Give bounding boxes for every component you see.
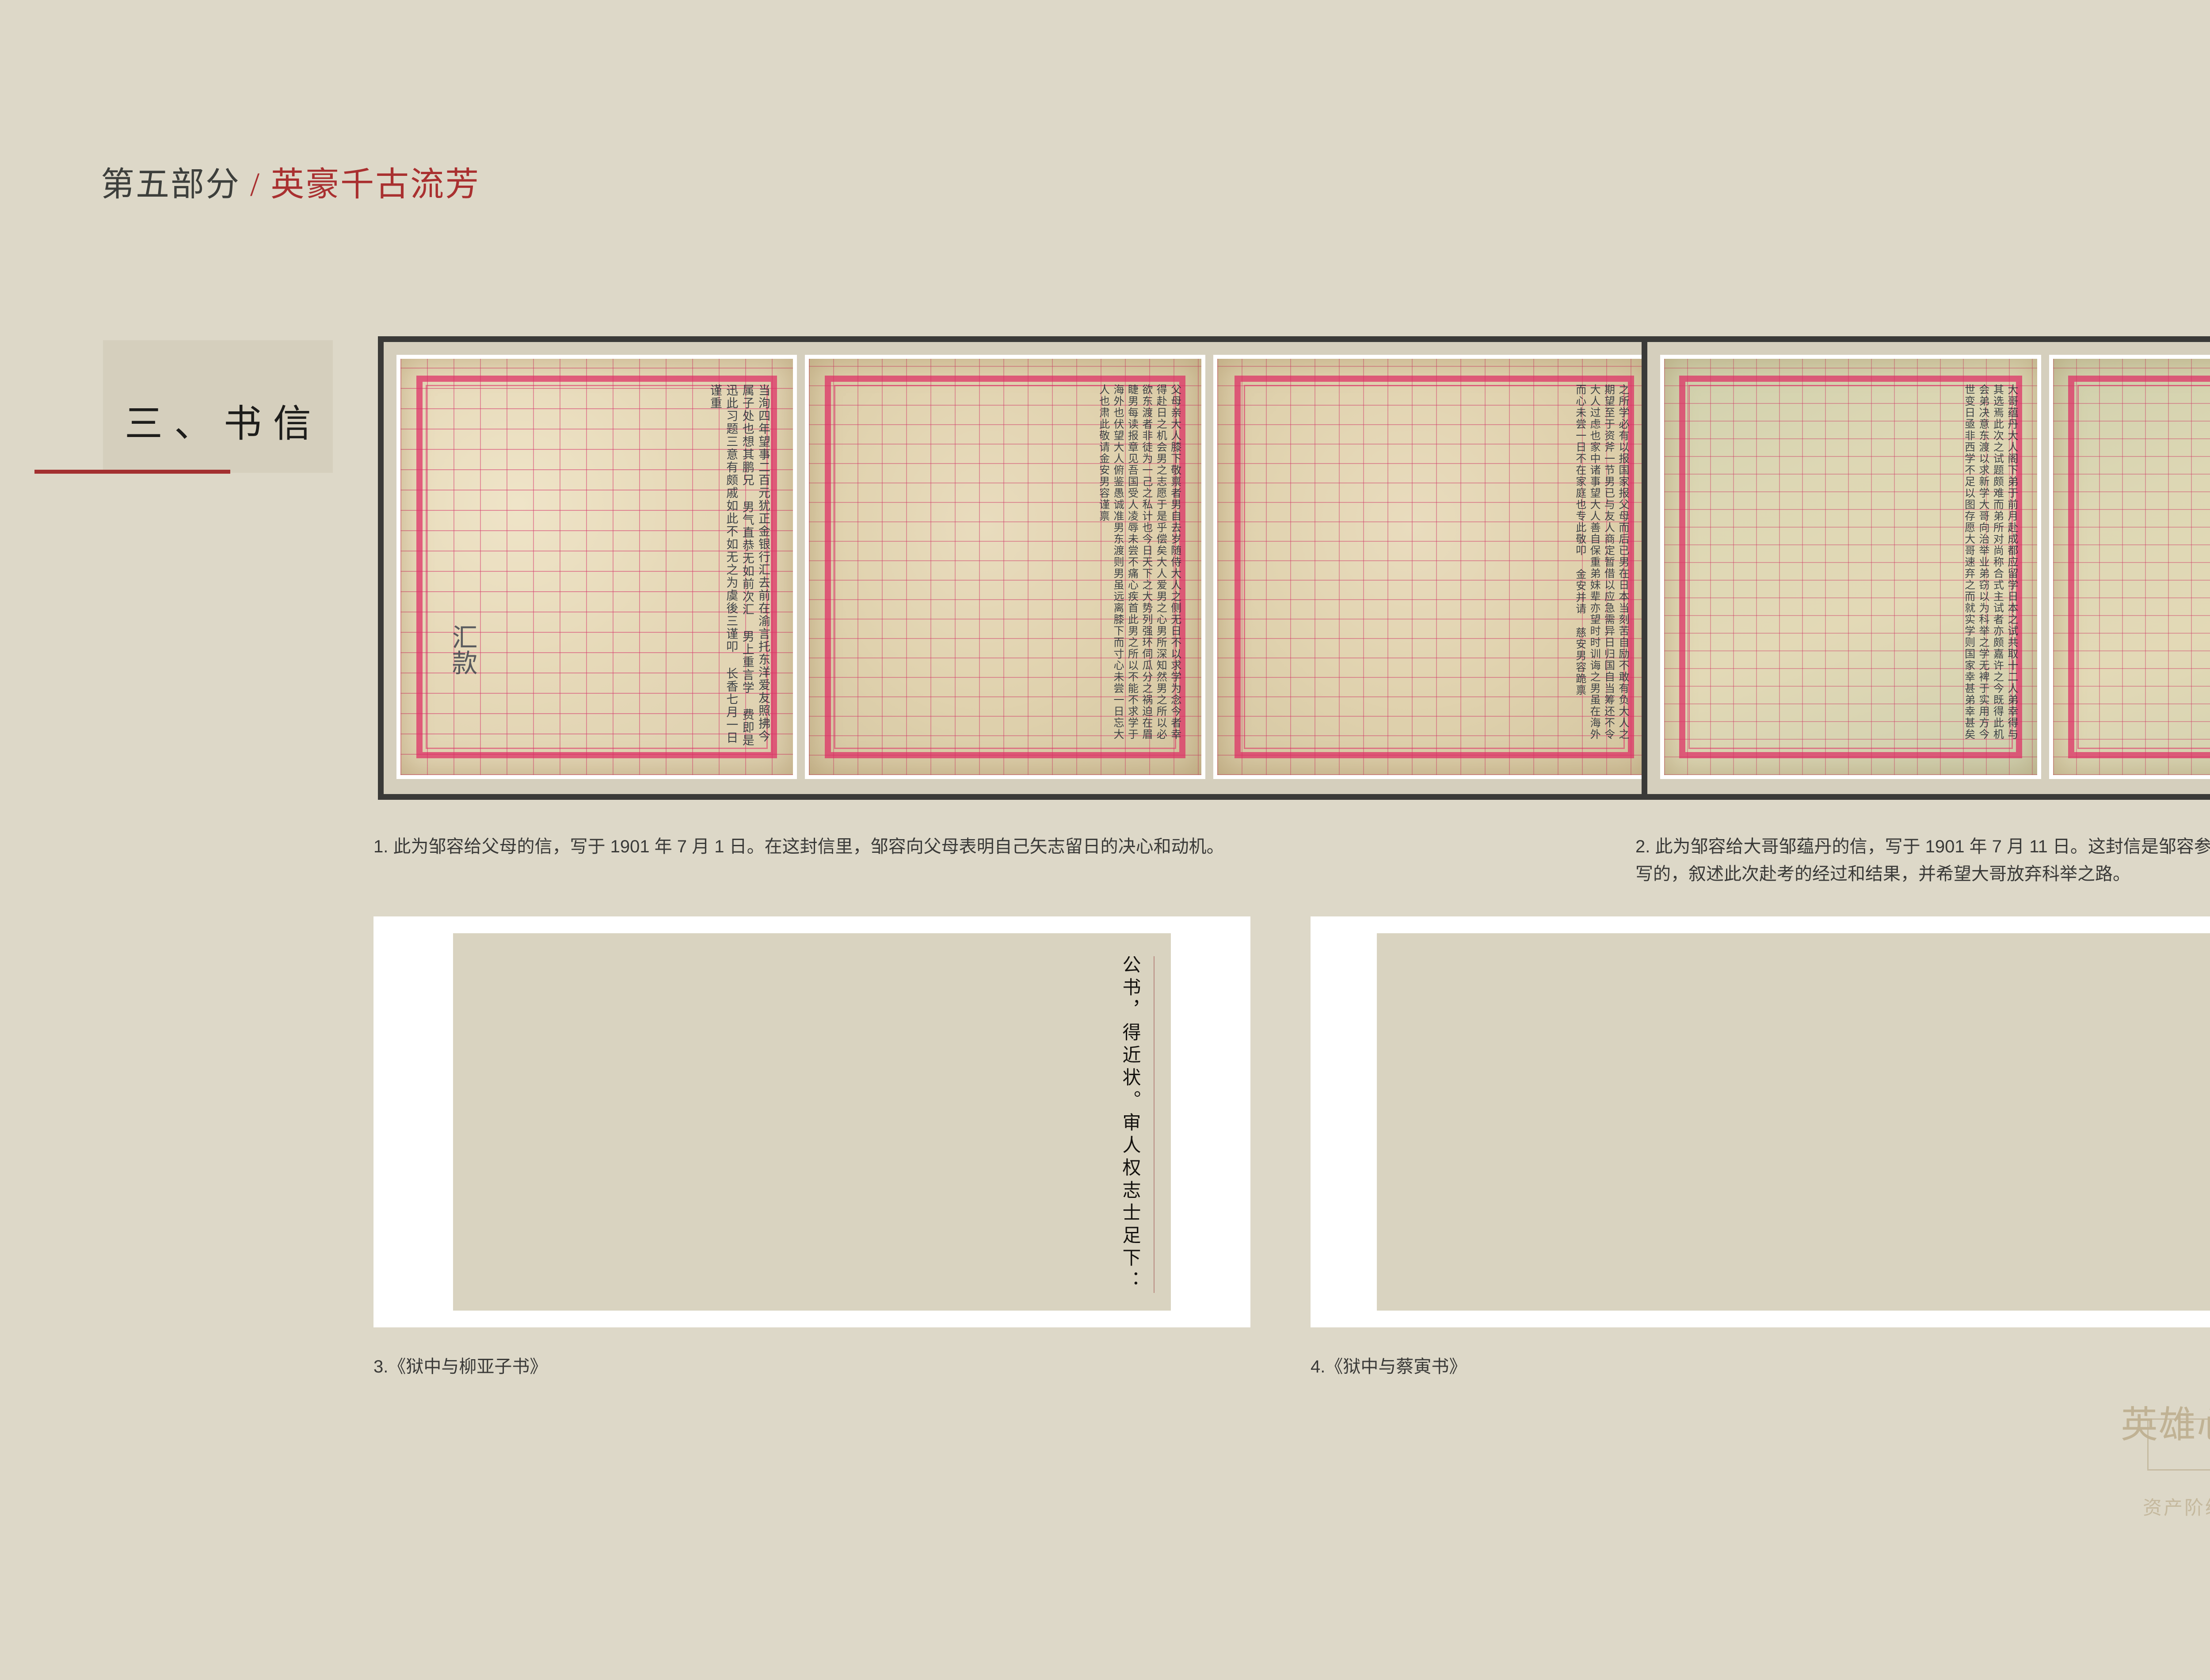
manuscript-ink-text: 家中情形弟此次归来已略知之大人年高望大哥善为侍奉弟远游在外不能承欢膝下惟有以学成… (2079, 384, 2210, 750)
caption-cai-yin-letter: 4.《狱中与蔡寅书》 (1311, 1357, 1467, 1376)
photo-frame-letter-to-parents: 当洵四年望事二百元犹正金银行汇去前在渝言托东洋爱友照拂今属子处也想其鹏兄 男气直… (378, 336, 1665, 800)
photo-frame-letter-to-brother: 大哥蕴丹大人阁下弟于前月赴成都应留学日本之试共取十二人弟幸得与其选焉此次之试题颇… (1642, 336, 2210, 800)
photo-letter-to-brother-page-2[interactable]: 家中情形弟此次归来已略知之大人年高望大哥善为侍奉弟远游在外不能承欢膝下惟有以学成… (2049, 355, 2210, 779)
caption-letter-to-brother: 2. 此为邹容给大哥邹蕴丹的信，写于 1901 年 7 月 11 日。这封信是邹… (1635, 837, 2210, 884)
manuscript-paper: 家中情形弟此次归来已略知之大人年高望大哥善为侍奉弟远游在外不能承欢膝下惟有以学成… (2053, 359, 2210, 775)
caption-liu-yazi-letter: 3.《狱中与柳亚子书》 (373, 1357, 548, 1376)
photo-letter-to-parents-page-2[interactable]: 父母亲大人膝下敬禀者男自去岁随侍大人之侧无日不以求学为念今者幸得赴日之机会男之志… (805, 355, 1205, 779)
paper-red-border (416, 375, 777, 759)
section-title-block: 三、书信 (103, 340, 333, 473)
manuscript-ink-text: 之所学必有以报国家报父母而后已男在日本当刻苦自励不敢有负大人之期望至于资斧一节男… (1574, 384, 1628, 740)
transcription-text-cai-yin: 治民志士足下： 读致枚公等，及金松岭君 来，奉闻近状。念夏初时，在 爱国学社相与… (1388, 956, 2210, 1293)
manuscript-ink-text: 大哥蕴丹大人阁下弟于前月赴成都应留学日本之试共取十二人弟幸得与其选焉此次之试题颇… (1962, 384, 2017, 740)
transcription-column: 人权志士足下： (465, 1135, 1155, 1293)
photo-letter-to-parents-page-1[interactable]: 当洵四年望事二百元犹正金银行汇去前在渝言托东洋爱友照拂今属子处也想其鹏兄 男气直… (396, 355, 797, 779)
paper-red-border (824, 375, 1186, 759)
section-title-underline (34, 470, 230, 474)
manuscript-ink-text: 当洵四年望事二百元犹正金银行汇去前在渝言托东洋爱友照拂今属子处也想其鹏兄 男气直… (708, 384, 770, 747)
photo-letter-to-brother-page-1[interactable]: 大哥蕴丹大人阁下弟于前月赴成都应留学日本之试共取十二人弟幸得与其选焉此次之试题颇… (1660, 355, 2041, 779)
section-title: 三、书信 (125, 403, 323, 445)
page-header-part: 第五部分 (101, 166, 240, 203)
page-header-subtitle: 英豪千古流芳 (271, 166, 480, 203)
paper-red-border (2068, 375, 2210, 759)
paper-red-border (1679, 375, 2023, 759)
logo-main-bold: 英雄心胆 (2121, 1405, 2210, 1446)
page-header: 第五部分 / 英豪千古流芳 (101, 157, 480, 205)
transcription-column: 读致枚公等，及金松岭君 (1388, 956, 2210, 1135)
transcription-column: 治民志士足下： (1388, 1135, 2210, 1293)
logo-subtitle: 资产阶级革命宣传家邹容图片展 (2143, 1498, 2210, 1519)
manuscript-paper: 当洵四年望事二百元犹正金银行汇去前在渝言托东洋爱友照拂今属子处也想其鹏兄 男气直… (400, 359, 793, 775)
manuscript-paper: 之所学必有以报国家报父母而后已男在日本当刻苦自励不敢有负大人之期望至于资斧一节男… (1217, 359, 1651, 775)
manuscript-paper: 父母亲大人膝下敬禀者男自去岁随侍大人之侧无日不以求学为念今者幸得赴日之机会男之志… (809, 359, 1201, 775)
transcription-inner-mat: 人权志士足下： 奉致枚公书，得近状。审 足下知支那大陆尚有某某，不 以其微贱忽之… (453, 933, 1171, 1311)
manuscript-paper: 大哥蕴丹大人阁下弟于前月赴成都应留学日本之试共取十二人弟幸得与其选焉此次之试题颇… (1664, 359, 2037, 775)
transcription-column: 奉致枚公书，得近状。审 (465, 956, 1155, 1135)
transcription-panel-liu-yazi: 人权志士足下： 奉致枚公书，得近状。审 足下知支那大陆尚有某某，不 以其微贱忽之… (373, 916, 1250, 1327)
photo-letter-to-parents-page-3[interactable]: 之所学必有以报国家报父母而后已男在日本当刻苦自励不敢有负大人之期望至于资斧一节男… (1213, 355, 1655, 779)
paper-red-border (1235, 375, 1634, 759)
logo-frame-box (2147, 1418, 2210, 1471)
transcription-text-liu-yazi: 人权志士足下： 奉致枚公书，得近状。审 足下知支那大陆尚有某某，不 以其微贱忽之… (465, 956, 1159, 1293)
exhibition-logo: 英雄心胆依然在 HEROIC COURAGE STILL EXISTS 资产阶级… (2117, 1401, 2210, 1524)
transcription-inner-mat: 治民志士足下： 读致枚公等，及金松岭君 来，奉闻近状。念夏初时，在 爱国学社相与… (1377, 933, 2210, 1311)
transcription-panel-cai-yin: 治民志士足下： 读致枚公等，及金松岭君 来，奉闻近状。念夏初时，在 爱国学社相与… (1311, 916, 2210, 1327)
page-header-separator: / (250, 166, 261, 203)
caption-letter-to-parents: 1. 此为邹容给父母的信，写于 1901 年 7 月 1 日。在这封信里，邹容向… (373, 837, 1224, 856)
manuscript-annotation: 汇款 (448, 623, 477, 675)
logo-main-title: 英雄心胆依然在 (2121, 1407, 2210, 1444)
manuscript-ink-text: 父母亲大人膝下敬禀者男自去岁随侍大人之侧无日不以求学为念今者幸得赴日之机会男之志… (1097, 384, 1181, 740)
